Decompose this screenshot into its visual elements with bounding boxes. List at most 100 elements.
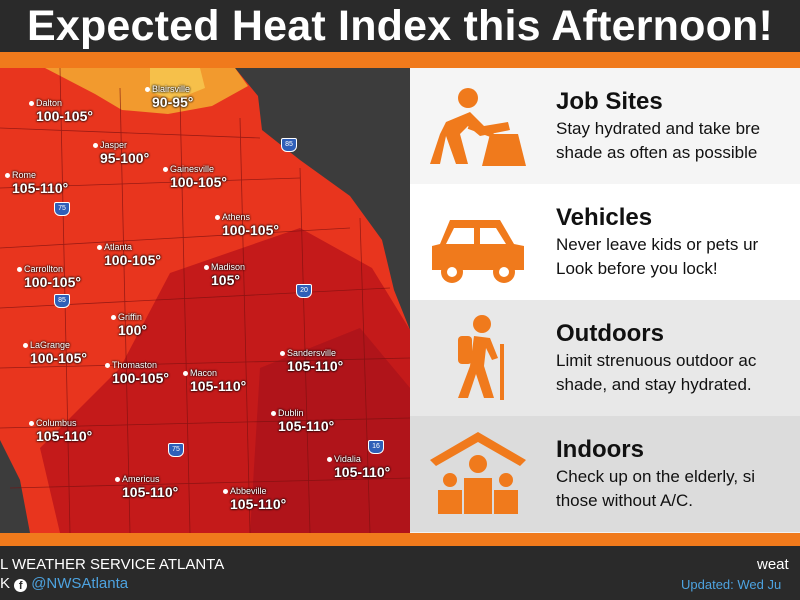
city-name: Jasper <box>100 140 128 150</box>
header: Expected Heat Index this Afternoon! <box>0 0 800 52</box>
city-value: 105-110° <box>36 428 93 444</box>
city-lagrange: LaGrange 100-105° <box>23 340 87 366</box>
city-blairsville: Blairsville 90-95° <box>145 84 194 110</box>
city-marker <box>280 351 285 356</box>
city-value: 100-105° <box>36 108 93 124</box>
shovel-worker-icon <box>430 88 526 166</box>
city-gainesville: Gainesville 100-105° <box>163 164 227 190</box>
city-value: 100-105° <box>30 350 87 366</box>
social-prefix: K <box>0 575 11 592</box>
car-icon <box>432 220 524 283</box>
city-name: Rome <box>12 170 37 180</box>
city-name: Dublin <box>278 408 304 418</box>
city-marker <box>17 267 22 272</box>
city-name: Athens <box>222 212 251 222</box>
city-atlanta: Atlanta 100-105° <box>97 242 161 268</box>
city-name: LaGrange <box>30 340 71 350</box>
city-marker <box>111 315 116 320</box>
city-value: 105-110° <box>12 180 69 196</box>
tip-job-sites: Job Sites Stay hydrated and take bre sha… <box>410 68 800 184</box>
city-rome: Rome 105-110° <box>5 170 69 196</box>
interstate-shield: 16 <box>368 440 384 454</box>
city-name: Vidalia <box>334 454 361 464</box>
tip-text-line: shade, and stay hydrated. <box>556 375 752 394</box>
city-marker <box>93 143 98 148</box>
interstate-shield: 85 <box>281 138 297 152</box>
tip-text-line: Look before you lock! <box>556 259 718 278</box>
city-value: 105-110° <box>190 378 247 394</box>
tip-title: Indoors <box>556 436 644 463</box>
heat-index-map: Blairsville 90-95° Dalton 100-105° Jasper 9… <box>0 68 410 533</box>
page-title: Expected Heat Index this Afternoon! <box>26 2 774 50</box>
city-value: 100-105° <box>222 222 279 238</box>
city-marker <box>29 101 34 106</box>
city-name: Americus <box>122 474 160 484</box>
interstate-shield: 85 <box>54 294 70 308</box>
footer: L WEATHER SERVICE ATLANTA K f @NWSAtlanta… <box>0 546 800 600</box>
interstate-shield: 75 <box>54 202 70 216</box>
city-carrollton: Carrollton 100-105° <box>17 264 81 290</box>
city-value: 100-105° <box>24 274 81 290</box>
city-athens: Athens 100-105° <box>215 212 279 238</box>
bottom-accent-bar <box>0 533 800 546</box>
tip-text-line: Check up on the elderly, si <box>556 467 756 486</box>
city-name: Thomaston <box>112 360 158 370</box>
city-marker <box>5 173 10 178</box>
city-marker <box>23 343 28 348</box>
city-dalton: Dalton 100-105° <box>29 98 93 124</box>
tip-title: Vehicles <box>556 204 653 231</box>
city-marker <box>105 363 110 368</box>
city-marker <box>163 167 168 172</box>
tip-outdoors: Outdoors Limit strenuous outdoor ac shad… <box>410 300 800 416</box>
updated-timestamp: Updated: Wed Ju <box>681 577 782 592</box>
city-value: 100° <box>118 322 147 338</box>
city-marker <box>271 411 276 416</box>
city-marker <box>97 245 102 250</box>
city-sandersville: Sandersville 105-110° <box>280 348 344 374</box>
city-name: Gainesville <box>170 164 215 174</box>
city-name: Blairsville <box>152 84 191 94</box>
city-value: 105-110° <box>278 418 335 434</box>
city-marker <box>183 371 188 376</box>
social-handle-link[interactable]: @NWSAtlanta <box>31 575 129 592</box>
city-griffin: Griffin 100° <box>111 312 147 338</box>
city-columbus: Columbus 105-110° <box>29 418 93 444</box>
interstate-shield: 20 <box>296 284 312 298</box>
city-value: 95-100° <box>100 150 150 166</box>
city-marker <box>29 421 34 426</box>
facebook-icon[interactable]: f <box>14 579 28 592</box>
city-name: Columbus <box>36 418 77 428</box>
city-value: 105-110° <box>287 358 344 374</box>
office-name: L WEATHER SERVICE ATLANTA <box>0 556 225 573</box>
city-abbeville: Abbeville 105-110° <box>223 486 287 512</box>
city-macon: Macon 105-110° <box>183 368 247 394</box>
tip-title: Job Sites <box>556 88 663 115</box>
city-name: Sandersville <box>287 348 337 358</box>
tip-text-line: Stay hydrated and take bre <box>556 119 761 138</box>
city-name: Macon <box>190 368 218 378</box>
top-accent-bar <box>0 52 800 68</box>
interstate-shield: 75 <box>168 443 184 457</box>
city-name: Griffin <box>118 312 142 322</box>
city-name: Abbeville <box>230 486 267 496</box>
city-name: Atlanta <box>104 242 133 252</box>
tip-title: Outdoors <box>556 320 664 347</box>
website-link[interactable]: weat <box>757 556 789 573</box>
city-name: Dalton <box>36 98 63 108</box>
hiker-icon <box>458 315 504 400</box>
city-value: 105-110° <box>230 496 287 512</box>
family-shelter-icon <box>430 432 526 514</box>
city-value: 100-105° <box>170 174 227 190</box>
city-name: Madison <box>211 262 246 272</box>
city-vidalia: Vidalia 105-110° <box>327 454 390 480</box>
city-marker <box>223 489 228 494</box>
tip-text-line: Never leave kids or pets ur <box>556 235 759 254</box>
tip-text-line: shade as often as possible <box>556 143 758 162</box>
city-jasper: Jasper 95-100° <box>93 140 150 166</box>
city-dublin: Dublin 105-110° <box>271 408 335 434</box>
map-graphic <box>0 68 410 533</box>
tip-text-line: Limit strenuous outdoor ac <box>556 351 757 370</box>
city-thomaston: Thomaston 100-105° <box>105 360 169 386</box>
city-value: 90-95° <box>152 94 194 110</box>
city-marker <box>145 87 150 92</box>
